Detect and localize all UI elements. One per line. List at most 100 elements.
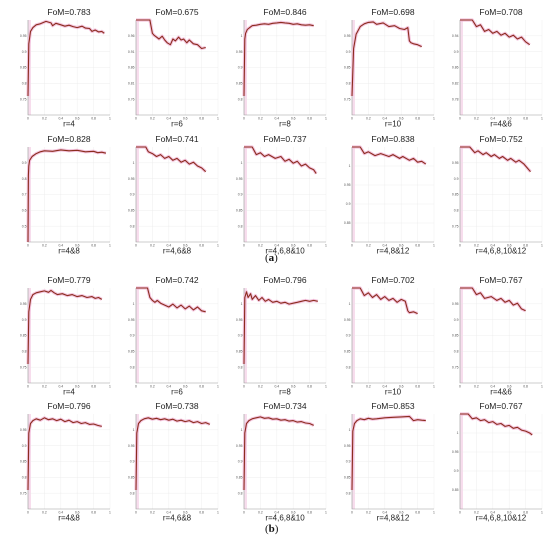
- x-tick-label: 0.6: [183, 244, 188, 248]
- series-line: [460, 413, 533, 436]
- x-tick-label: 0.2: [150, 244, 155, 248]
- x-tick-label: 0: [351, 385, 353, 389]
- y-tick-label: 1: [241, 302, 243, 306]
- y-tick-label: 0.95: [236, 444, 243, 448]
- x-tick-label: 0.2: [366, 244, 371, 248]
- panel-a-7: FoM=0.741 0.8 0.85 0.9 0.95 1 0 0.2 0.4 0.6 0.8 1 r=…: [128, 134, 219, 256]
- y-tick-label: 0.95: [128, 177, 135, 181]
- x-tick-label: 1: [325, 244, 327, 248]
- x-tick-label: 1: [541, 244, 543, 248]
- y-tick-label: 0.85: [128, 350, 135, 354]
- x-tick-label: 0.8: [523, 385, 528, 389]
- x-tick-label: 0.6: [75, 244, 80, 248]
- y-tick-label: 0.95: [236, 50, 243, 54]
- y-tick-label: 0.85: [236, 476, 243, 480]
- panel-x-label: r=4,6&8: [163, 514, 192, 523]
- panel-title: FoM=0.779: [47, 275, 91, 285]
- y-tick-label: 0.85: [236, 209, 243, 213]
- y-tick-label: 0.8: [346, 365, 351, 369]
- y-tick-label: 0.6: [22, 209, 27, 213]
- panel-title: FoM=0.738: [155, 401, 199, 411]
- x-tick-label: 0.8: [415, 244, 420, 248]
- y-tick-label: 1: [349, 164, 351, 168]
- panel-x-label: r=4,8&12: [377, 514, 410, 523]
- x-tick-label: 1: [217, 117, 219, 121]
- x-tick-label: 0: [27, 117, 29, 121]
- y-tick-label: 1: [349, 428, 351, 432]
- x-tick-label: 0.2: [150, 511, 155, 515]
- panel-title: FoM=0.742: [155, 275, 199, 285]
- series-line: [351, 21, 422, 97]
- y-tick-label: 0.95: [236, 318, 243, 322]
- x-tick-label: 1: [109, 511, 111, 515]
- panel-title: FoM=0.737: [263, 134, 307, 144]
- x-tick-label: 1: [541, 385, 543, 389]
- y-tick-label: 0.95: [128, 444, 135, 448]
- y-tick-label: 0.95: [452, 161, 459, 165]
- y-tick-label: 0.86: [452, 66, 459, 70]
- y-tick-label: 0.75: [452, 365, 459, 369]
- x-tick-label: 0: [459, 511, 461, 515]
- x-tick-label: 1: [217, 511, 219, 515]
- x-tick-label: 0.4: [58, 117, 63, 121]
- panel-x-label: r=4: [63, 388, 75, 397]
- y-tick-label: 0.85: [344, 66, 351, 70]
- series-line: [460, 287, 526, 312]
- y-tick-label: 0.85: [236, 350, 243, 354]
- axis-frame: [459, 147, 542, 243]
- series-line: [136, 287, 206, 313]
- subfigure-caption-b: (b): [265, 523, 279, 535]
- panel-x-label: r=6: [171, 120, 183, 129]
- x-tick-label: 0.4: [490, 117, 495, 121]
- y-tick-label: 0.85: [452, 334, 459, 338]
- y-tick-label: 0.75: [20, 365, 27, 369]
- x-tick-label: 0.8: [307, 385, 312, 389]
- axis-frame: [243, 147, 326, 243]
- axis-frame: [135, 20, 218, 116]
- x-tick-label: 0.4: [274, 511, 279, 515]
- x-tick-label: 0.2: [474, 244, 479, 248]
- y-tick-label: 0.75: [20, 97, 27, 101]
- x-tick-label: 0.6: [75, 117, 80, 121]
- x-tick-label: 0.6: [291, 117, 296, 121]
- x-tick-label: 0: [243, 385, 245, 389]
- panel-x-label: r=8: [279, 120, 291, 129]
- x-tick-label: 0.8: [199, 385, 204, 389]
- x-tick-label: 0.6: [507, 511, 512, 515]
- x-tick-label: 0.6: [183, 511, 188, 515]
- x-tick-label: 0.8: [91, 385, 96, 389]
- panel-title: FoM=0.675: [155, 7, 199, 17]
- x-tick-label: 0.4: [382, 117, 387, 121]
- axis-frame: [459, 414, 542, 510]
- panel-b-2: FoM=0.742 0.8 0.85 0.9 0.95 1 0 0.2 0.4 0.6 0.8 1 r=…: [128, 275, 219, 397]
- panel-title: FoM=0.838: [371, 134, 415, 144]
- x-tick-label: 0: [459, 117, 461, 121]
- x-tick-label: 0.2: [474, 511, 479, 515]
- panel-x-label: r=4,6,8,10&12: [476, 514, 527, 523]
- y-tick-label: 0.85: [20, 460, 27, 464]
- y-tick-label: 0.8: [130, 491, 135, 495]
- y-tick-label: 0.96: [128, 34, 135, 38]
- series-line: [352, 146, 427, 165]
- panel-x-label: r=4: [63, 120, 75, 129]
- x-tick-label: 0: [243, 117, 245, 121]
- y-tick-label: 0.76: [128, 97, 135, 101]
- x-tick-label: 0.6: [399, 244, 404, 248]
- y-tick-label: 0.85: [344, 350, 351, 354]
- y-tick-label: 1: [457, 431, 459, 435]
- y-tick-label: 0.95: [128, 318, 135, 322]
- series-line: [243, 21, 314, 97]
- x-tick-label: 0.4: [58, 385, 63, 389]
- panel-x-label: r=10: [385, 120, 402, 129]
- x-tick-label: 0: [27, 511, 29, 515]
- y-tick-label: 0.75: [344, 97, 351, 101]
- y-tick-label: 1: [241, 428, 243, 432]
- x-tick-label: 1: [433, 117, 435, 121]
- series-halo: [242, 415, 315, 491]
- panel-b-10: FoM=0.767 0.85 0.9 0.95 1 0 0.2 0.4 0.6 0.8 1 r=4,6…: [452, 401, 543, 523]
- y-tick-label: 0.9: [130, 193, 135, 197]
- y-tick-label: 1: [133, 302, 135, 306]
- panel-x-label: r=4,6,8,10&12: [476, 247, 527, 256]
- series-halo: [350, 414, 426, 491]
